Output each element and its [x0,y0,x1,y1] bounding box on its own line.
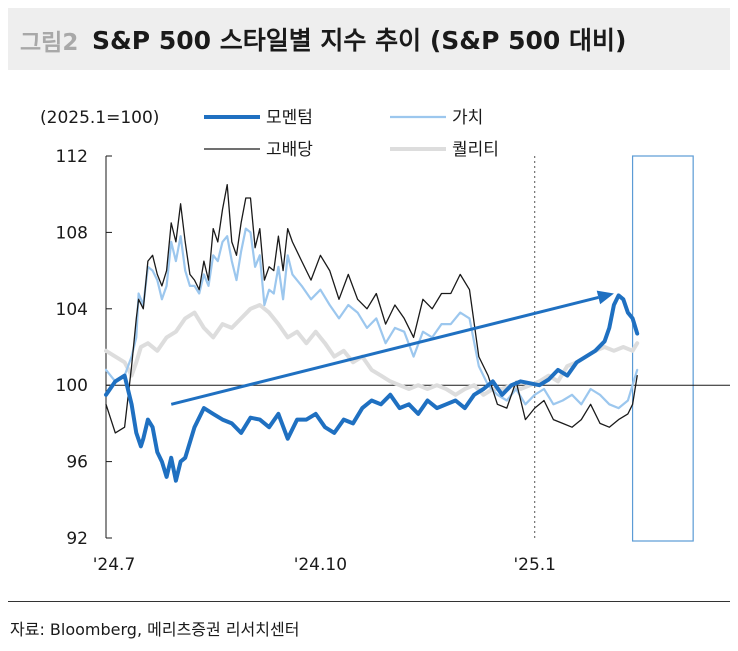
series-line-1 [104,227,639,410]
figure-number: 그림2 [20,30,79,56]
legend-label-2: 고배당 [266,140,313,160]
annotation-arrow-shaft [170,295,599,406]
y-tick-label: 92 [66,529,88,549]
figure-title: S&P 500 스타일별 지수 추이 (S&P 500 대비) [92,26,627,55]
y-tick-label: 100 [56,376,88,396]
source-divider [8,601,730,602]
y-tick-label: 108 [56,223,88,243]
series-line-2 [105,183,638,434]
series-line-3 [104,303,640,397]
y-tick-label: 104 [56,300,88,320]
source-note: 자료: Bloomberg, 메리츠증권 리서치센터 [10,620,300,639]
series-line-0 [104,293,640,483]
x-tick-label: '25.1 [513,555,556,575]
title-bar: 그림2 S&P 500 스타일별 지수 추이 (S&P 500 대비) [8,8,730,70]
x-tick-label: '24.7 [93,555,136,575]
legend-label-0: 모멘텀 [266,108,313,128]
line-chart: 92 96 100 104 108 112 '24.7 '24.10 '25.1 (2025.1=… [40,108,730,575]
legend-label-1: 가치 [452,108,483,128]
y-tick-label: 112 [56,147,88,167]
unit-label: (2025.1=100) [40,108,159,128]
annotation-arrow-head [596,290,614,305]
y-tick-label: 96 [66,453,88,473]
highlight-box [631,155,694,542]
legend-label-3: 퀄리티 [452,140,499,160]
x-tick-label: '24.10 [294,555,347,575]
